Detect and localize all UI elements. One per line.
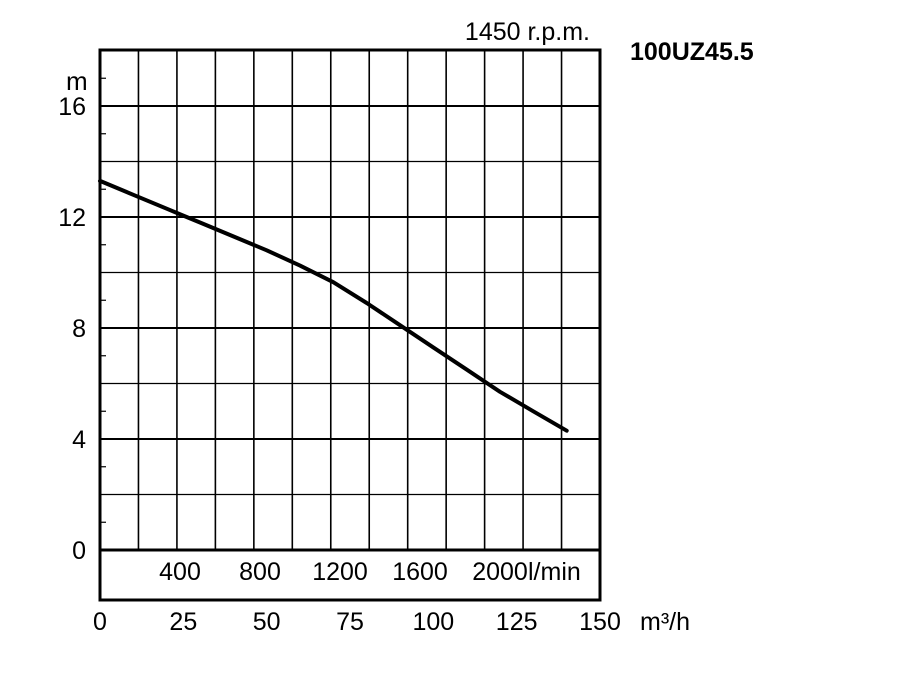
x-tick-labels-lmin: 400 800 1200 1600 2000 <box>159 558 528 586</box>
y-tick-label: 0 <box>72 537 86 565</box>
lmin-tick-label: 800 <box>239 558 281 586</box>
x-tick-label: 100 <box>412 608 454 636</box>
y-tick-label: 16 <box>58 93 86 121</box>
lmin-tick-label: 1600 <box>392 558 448 586</box>
y-tick-labels: 0 4 8 12 16 <box>58 93 86 565</box>
y-tick-label: 8 <box>72 315 86 343</box>
lmin-tick-label: 400 <box>159 558 201 586</box>
m3h-unit-label: m³/h <box>640 608 690 636</box>
y-tick-label: 12 <box>58 204 86 232</box>
head-curve <box>98 178 569 433</box>
x-tick-label: 75 <box>336 608 364 636</box>
x-tick-label: 0 <box>93 608 107 636</box>
lmin-tick-label: 2000 <box>472 558 528 586</box>
lmin-tick-label: 1200 <box>312 558 368 586</box>
plot-frame <box>98 48 602 602</box>
model-label: 100UZ45.5 <box>630 38 754 66</box>
y-tick-label: 4 <box>72 426 86 454</box>
x-tick-label: 125 <box>496 608 538 636</box>
lmin-unit-label: l/min <box>528 558 581 586</box>
horizontal-grid-lines <box>100 77 600 523</box>
vertical-grid-lines <box>137 50 563 550</box>
x-tick-label: 25 <box>169 608 197 636</box>
speed-label: 1450 r.p.m. <box>465 18 590 46</box>
x-tick-label: 50 <box>253 608 281 636</box>
x-tick-labels-m3h: 0 25 50 75 100 125 150 <box>93 608 621 636</box>
x-tick-label: 150 <box>579 608 621 636</box>
y-axis-unit: m <box>66 66 88 96</box>
